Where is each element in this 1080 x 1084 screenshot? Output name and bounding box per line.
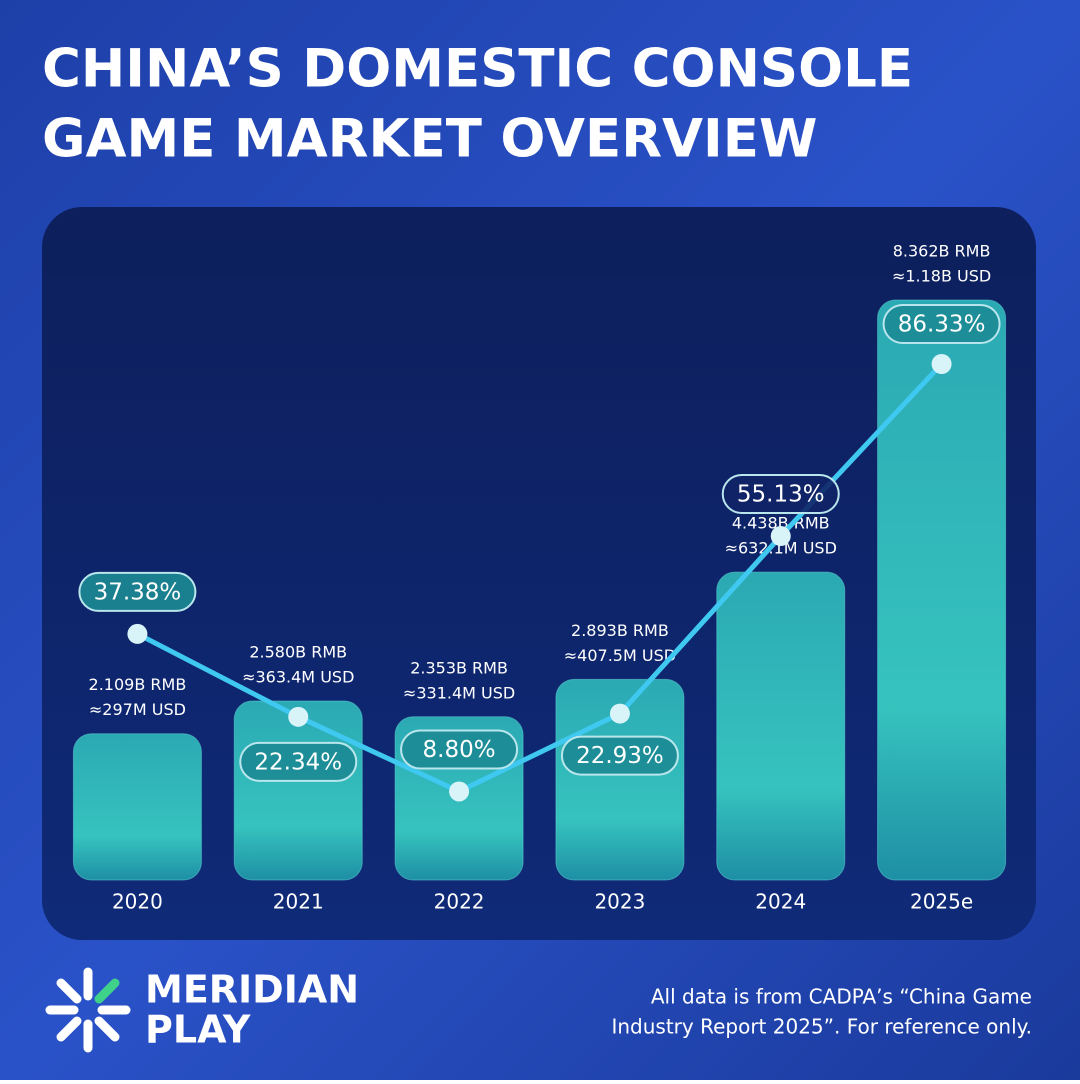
x-tick-label: 2025e [910,890,973,914]
rmb-label: 4.438B RMB [732,514,830,533]
growth-pill [78,571,197,612]
x-tick-label: 2023 [594,890,645,914]
growth-label: 37.38% [94,579,182,605]
x-tick-label: 2020 [112,890,163,914]
bar [233,700,363,881]
growth-pill [239,741,358,782]
brand-line: MERIDIAN [145,968,359,1012]
growth-pill [400,729,519,770]
growth-pill [882,304,1001,344]
growth-pill [721,474,840,515]
rmb-label: 2.893B RMB [571,621,669,640]
growth-point [127,623,148,644]
x-tick-label: 2022 [434,890,485,914]
brand-line: PLAY [145,1008,251,1052]
usd-label: ≈1.18B USD [892,267,991,286]
rmb-label: 2.109B RMB [89,675,187,694]
growth-label: 22.34% [254,749,342,775]
usd-label: ≈331.4M USD [403,683,515,702]
title-line: GAME MARKET OVERVIEW [42,109,817,170]
growth-label: 8.80% [423,737,496,763]
growth-point [770,526,791,547]
growth-pill [560,735,679,776]
usd-label: ≈363.4M USD [242,668,354,687]
growth-point [449,781,470,802]
x-tick-label: 2021 [273,890,324,914]
logo [45,967,131,1053]
usd-label: ≈632.1M USD [725,539,837,558]
growth-label: 22.93% [576,743,664,769]
rmb-label: 2.353B RMB [410,658,508,677]
rmb-label: 8.362B RMB [893,242,991,261]
bar [716,571,846,881]
growth-label: 55.13% [737,482,825,508]
bar [72,733,202,881]
growth-point [931,354,952,374]
title-line: CHINA’S DOMESTIC CONSOLE [42,39,913,100]
note-line: Industry Report 2025”. For reference onl… [611,1015,1032,1039]
growth-point [609,703,630,724]
x-tick-label: 2024 [755,890,806,914]
growth-point [288,706,309,727]
bar [877,299,1007,881]
growth-label: 86.33% [898,312,986,338]
usd-label: ≈407.5M USD [564,646,676,665]
note-line: All data is from CADPA’s “China Game [651,985,1032,1009]
rmb-label: 2.580B RMB [249,643,347,662]
usd-label: ≈297M USD [89,700,186,719]
